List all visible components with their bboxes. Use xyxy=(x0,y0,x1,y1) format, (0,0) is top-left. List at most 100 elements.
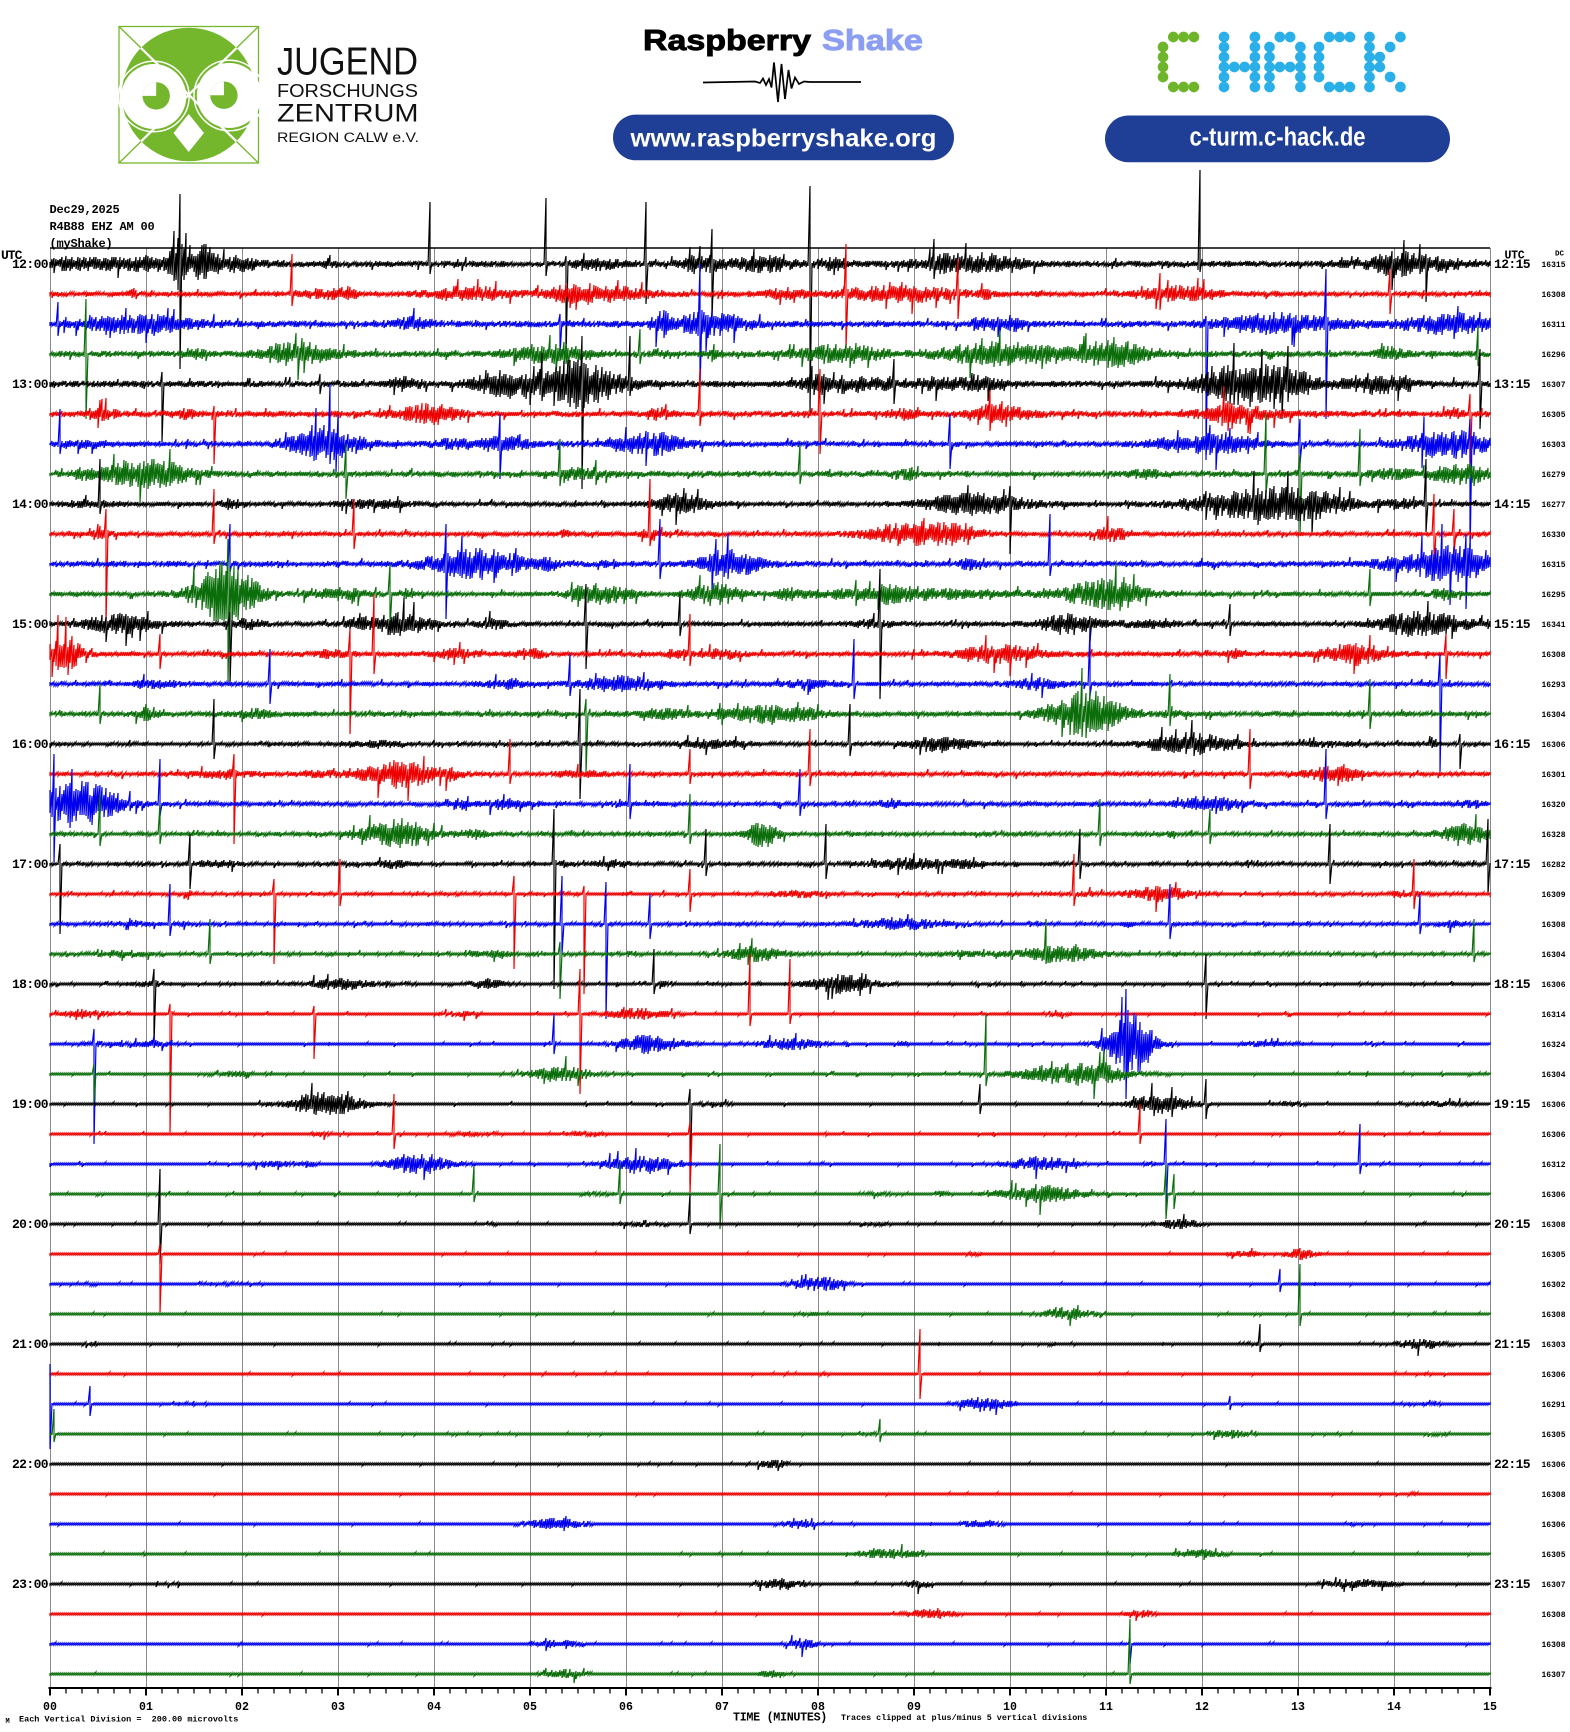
svg-text:16315: 16315 xyxy=(1541,261,1565,270)
svg-text:00: 00 xyxy=(43,1701,57,1714)
svg-text:21:00: 21:00 xyxy=(12,1337,49,1352)
svg-text:16308: 16308 xyxy=(1541,921,1565,930)
svg-text:16306: 16306 xyxy=(1541,1521,1565,1530)
svg-text:21:15: 21:15 xyxy=(1494,1337,1531,1352)
svg-text:16304: 16304 xyxy=(1541,951,1565,960)
svg-text:16:00: 16:00 xyxy=(12,737,49,752)
svg-text:17:15: 17:15 xyxy=(1494,857,1531,872)
svg-text:16312: 16312 xyxy=(1541,1161,1565,1170)
svg-text:16307: 16307 xyxy=(1541,381,1565,390)
svg-text:(myShake): (myShake) xyxy=(50,237,113,251)
svg-text:16315: 16315 xyxy=(1541,561,1565,570)
svg-text:16306: 16306 xyxy=(1541,1191,1565,1200)
svg-text:09: 09 xyxy=(907,1701,921,1714)
svg-text:16309: 16309 xyxy=(1541,891,1565,900)
svg-text:REGION CALW e.V.: REGION CALW e.V. xyxy=(277,130,419,145)
svg-text:16307: 16307 xyxy=(1541,1671,1565,1680)
svg-text:16305: 16305 xyxy=(1541,1251,1565,1260)
svg-text:Traces clipped at plus/minus 5: Traces clipped at plus/minus 5 vertical … xyxy=(841,1713,1087,1723)
svg-text:UTC: UTC xyxy=(1,248,23,263)
svg-text:10: 10 xyxy=(1003,1701,1017,1714)
svg-text:16314: 16314 xyxy=(1541,1011,1565,1020)
svg-text:16308: 16308 xyxy=(1541,1611,1565,1620)
svg-text:16306: 16306 xyxy=(1541,1371,1565,1380)
svg-text:13:15: 13:15 xyxy=(1494,377,1531,392)
svg-text:01: 01 xyxy=(139,1701,153,1714)
svg-text:16305: 16305 xyxy=(1541,411,1565,420)
svg-text:16308: 16308 xyxy=(1541,1221,1565,1230)
svg-text:16311: 16311 xyxy=(1541,321,1565,330)
svg-text:19:15: 19:15 xyxy=(1494,1097,1531,1112)
svg-text:14: 14 xyxy=(1387,1701,1401,1714)
svg-text:Each Vertical Division = 200.: Each Vertical Division = 200.00 microvol… xyxy=(19,1715,238,1725)
svg-text:16:15: 16:15 xyxy=(1494,737,1531,752)
svg-text:07: 07 xyxy=(715,1701,729,1714)
svg-text:16307: 16307 xyxy=(1541,1581,1565,1590)
svg-text:16320: 16320 xyxy=(1541,801,1565,810)
svg-text:16308: 16308 xyxy=(1541,1491,1565,1500)
svg-text:16291: 16291 xyxy=(1541,1401,1565,1410)
svg-text:20:15: 20:15 xyxy=(1494,1217,1531,1232)
svg-text:16296: 16296 xyxy=(1541,351,1565,360)
svg-text:18:00: 18:00 xyxy=(12,977,49,992)
svg-text:17:00: 17:00 xyxy=(12,857,49,872)
svg-text:14:15: 14:15 xyxy=(1494,497,1531,512)
svg-text:16277: 16277 xyxy=(1541,501,1565,510)
svg-text:Dec29,2025: Dec29,2025 xyxy=(50,203,120,217)
svg-text:16295: 16295 xyxy=(1541,591,1565,600)
svg-text:06: 06 xyxy=(619,1701,633,1714)
svg-text:16282: 16282 xyxy=(1541,861,1565,870)
svg-text:16303: 16303 xyxy=(1541,1341,1565,1350)
svg-text:c-turm.c-hack.de: c-turm.c-hack.de xyxy=(1190,124,1366,152)
svg-text:16305: 16305 xyxy=(1541,1551,1565,1560)
svg-text:16341: 16341 xyxy=(1541,621,1565,630)
svg-text:15:15: 15:15 xyxy=(1494,617,1531,632)
svg-text:16306: 16306 xyxy=(1541,1461,1565,1470)
svg-text:16308: 16308 xyxy=(1541,1311,1565,1320)
svg-text:16306: 16306 xyxy=(1541,981,1565,990)
svg-text:16279: 16279 xyxy=(1541,471,1565,480)
svg-text:FORSCHUNGS: FORSCHUNGS xyxy=(277,80,418,101)
svg-text:12: 12 xyxy=(1195,1701,1209,1714)
svg-text:M: M xyxy=(6,1718,10,1726)
svg-text:15: 15 xyxy=(1483,1701,1497,1714)
svg-text:ZENTRUM: ZENTRUM xyxy=(277,99,419,127)
svg-text:JUGEND: JUGEND xyxy=(277,40,418,83)
svg-text:12:15: 12:15 xyxy=(1494,257,1531,272)
svg-text:08: 08 xyxy=(811,1701,825,1714)
svg-text:Shake: Shake xyxy=(822,25,923,57)
svg-text:03: 03 xyxy=(331,1701,345,1714)
svg-text:22:15: 22:15 xyxy=(1494,1457,1531,1472)
svg-text:16301: 16301 xyxy=(1541,771,1565,780)
svg-text:18:15: 18:15 xyxy=(1494,977,1531,992)
svg-text:02: 02 xyxy=(235,1701,249,1714)
svg-text:TIME (MINUTES): TIME (MINUTES) xyxy=(733,1711,827,1725)
svg-text:19:00: 19:00 xyxy=(12,1097,49,1112)
svg-text:12:00: 12:00 xyxy=(12,257,49,272)
svg-text:DC: DC xyxy=(1555,251,1565,259)
svg-text:16293: 16293 xyxy=(1541,681,1565,690)
svg-text:16308: 16308 xyxy=(1541,1641,1565,1650)
svg-text:23:15: 23:15 xyxy=(1494,1577,1531,1592)
svg-text:04: 04 xyxy=(427,1701,441,1714)
svg-text:UTC: UTC xyxy=(1505,250,1525,263)
svg-text:R4B88 EHZ AM 00: R4B88 EHZ AM 00 xyxy=(50,220,155,234)
svg-text:Raspberry: Raspberry xyxy=(643,25,811,57)
svg-text:16303: 16303 xyxy=(1541,441,1565,450)
svg-text:16330: 16330 xyxy=(1541,531,1565,540)
svg-text:16304: 16304 xyxy=(1541,711,1565,720)
svg-text:16324: 16324 xyxy=(1541,1041,1565,1050)
svg-text:15:00: 15:00 xyxy=(12,617,49,632)
svg-text:www.raspberryshake.org: www.raspberryshake.org xyxy=(629,125,936,153)
svg-text:16305: 16305 xyxy=(1541,1431,1565,1440)
svg-text:16308: 16308 xyxy=(1541,651,1565,660)
svg-text:16308: 16308 xyxy=(1541,291,1565,300)
svg-text:16306: 16306 xyxy=(1541,1131,1565,1140)
svg-text:16306: 16306 xyxy=(1541,1101,1565,1110)
svg-text:05: 05 xyxy=(523,1701,537,1714)
svg-text:11: 11 xyxy=(1099,1701,1113,1714)
svg-text:20:00: 20:00 xyxy=(12,1217,49,1232)
svg-text:13:00: 13:00 xyxy=(12,377,49,392)
svg-text:16306: 16306 xyxy=(1541,741,1565,750)
svg-text:16304: 16304 xyxy=(1541,1071,1565,1080)
